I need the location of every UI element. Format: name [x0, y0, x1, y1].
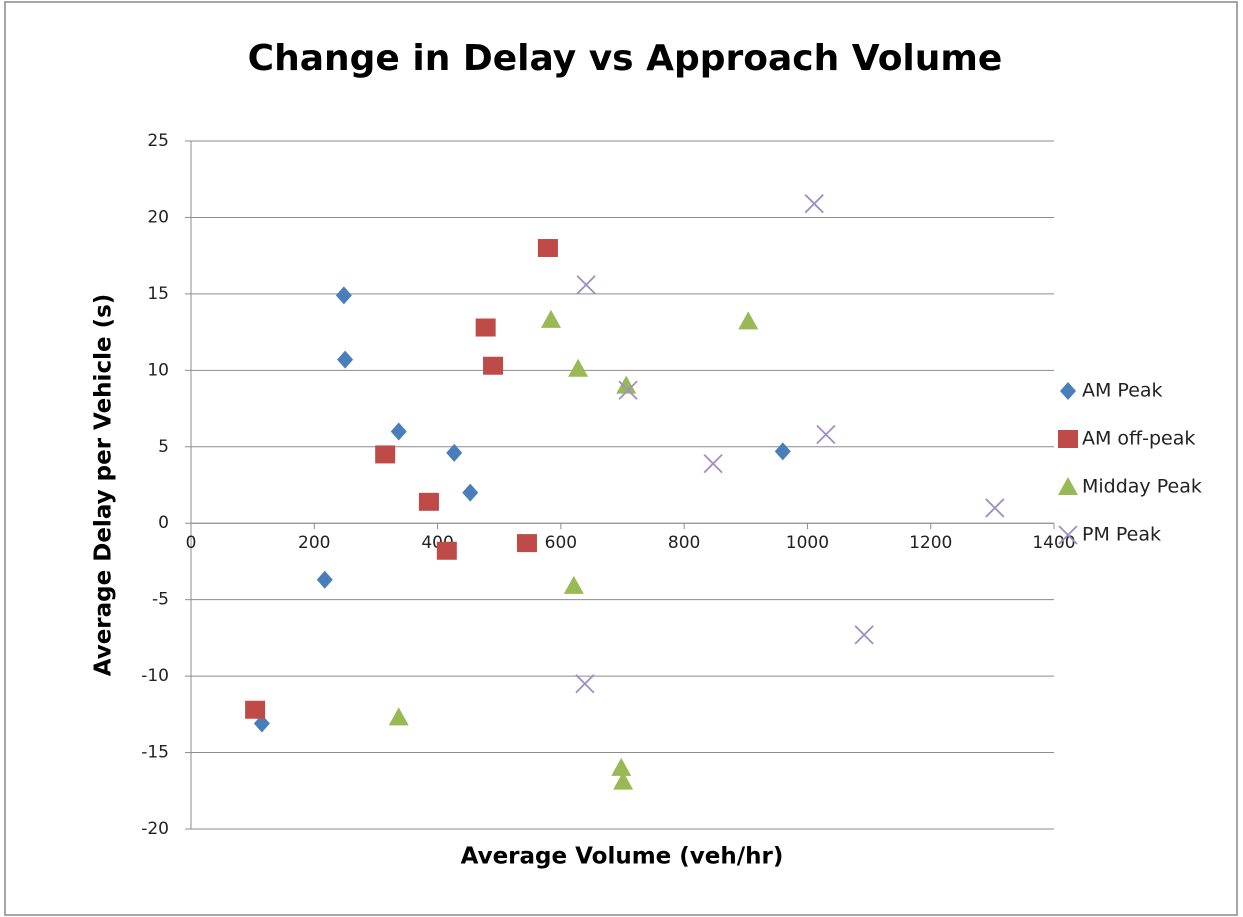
marker	[390, 422, 407, 441]
marker	[516, 534, 537, 553]
y-tick-label: 20	[147, 207, 169, 227]
y-tick-label: 5	[158, 437, 169, 457]
marker	[1060, 382, 1076, 400]
x-tick-label: 600	[545, 533, 577, 553]
marker	[1058, 477, 1078, 495]
marker	[388, 707, 409, 726]
marker	[537, 239, 558, 258]
marker	[616, 375, 637, 394]
marker	[540, 309, 561, 328]
x-tick-label: 0	[186, 533, 197, 553]
marker	[245, 700, 266, 719]
marker	[618, 380, 638, 400]
legend-label: Midday Peak	[1082, 476, 1202, 498]
marker	[804, 194, 824, 214]
y-tick-label: -5	[152, 590, 169, 610]
chart-title: Change in Delay vs Approach Volume	[248, 38, 1003, 79]
y-tick-label: 10	[147, 360, 169, 380]
marker	[568, 358, 589, 377]
marker	[738, 311, 759, 330]
y-tick-label: 25	[147, 131, 169, 151]
x-axis-title: Average Volume (veh/hr)	[461, 844, 784, 870]
marker	[613, 771, 634, 790]
marker	[483, 356, 504, 375]
marker	[774, 442, 791, 461]
marker	[418, 492, 439, 511]
y-tick-label: -10	[141, 666, 169, 686]
marker	[854, 625, 874, 645]
marker	[563, 575, 584, 594]
marker	[1058, 430, 1078, 448]
marker	[337, 350, 354, 369]
y-tick-label: 15	[147, 284, 169, 304]
marker	[703, 453, 723, 474]
marker	[253, 714, 270, 733]
y-tick-label: -15	[141, 743, 169, 763]
marker	[335, 286, 352, 305]
marker	[475, 318, 496, 337]
legend-label: AM off-peak	[1082, 428, 1195, 450]
marker	[611, 757, 632, 776]
marker	[436, 541, 457, 560]
marker	[575, 674, 595, 694]
marker	[985, 498, 1005, 518]
legend-label: PM Peak	[1082, 524, 1161, 546]
x-tick-label: 1000	[786, 533, 829, 553]
x-tick-label: 800	[668, 533, 700, 553]
marker	[446, 443, 463, 462]
y-axis-title: Average Delay per Vehicle (s)	[91, 294, 117, 677]
x-tick-label: 1200	[909, 533, 952, 553]
marker	[576, 275, 596, 295]
marker	[316, 570, 333, 589]
y-tick-label: 0	[158, 513, 169, 533]
x-tick-label: 200	[298, 533, 330, 553]
marker	[816, 424, 836, 445]
marker	[462, 483, 479, 502]
marker	[375, 445, 396, 464]
y-tick-label: -20	[141, 819, 169, 839]
legend-label: AM Peak	[1082, 380, 1163, 402]
marker	[1058, 525, 1078, 545]
